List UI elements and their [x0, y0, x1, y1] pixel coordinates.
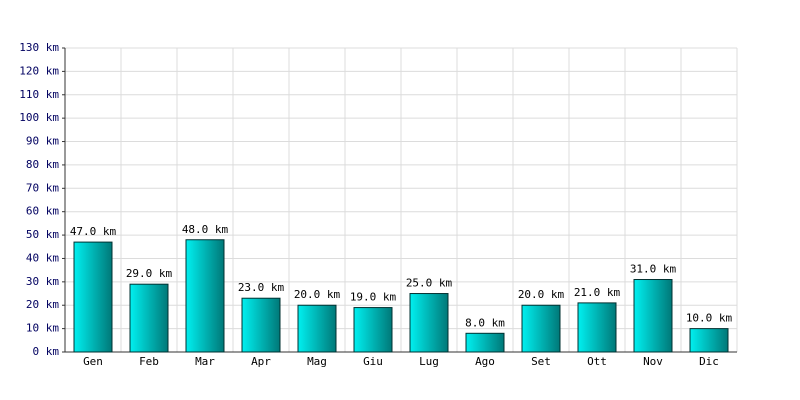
y-tick-label: 60 km	[26, 205, 59, 218]
y-tick-label: 80 km	[26, 158, 59, 171]
bar	[353, 307, 393, 353]
value-label: 47.0 km	[70, 225, 117, 238]
bar	[465, 332, 505, 353]
y-tick-label: 30 km	[26, 275, 59, 288]
x-tick-label: Ott	[587, 355, 607, 368]
value-label: 29.0 km	[126, 267, 173, 280]
value-label: 23.0 km	[238, 281, 285, 294]
value-label: 20.0 km	[518, 288, 565, 301]
y-tick-label: 40 km	[26, 251, 59, 264]
x-tick-label: Gen	[83, 355, 103, 368]
bar	[633, 279, 673, 353]
value-label: 48.0 km	[182, 223, 229, 236]
y-tick-label: 130 km	[19, 41, 59, 54]
bar	[689, 328, 729, 353]
bar	[241, 297, 281, 353]
bar	[73, 241, 113, 353]
y-tick-label: 0 km	[33, 345, 60, 358]
x-tick-label: Feb	[139, 355, 159, 368]
value-label: 20.0 km	[294, 288, 341, 301]
y-tick-label: 20 km	[26, 298, 59, 311]
x-tick-label: Dic	[699, 355, 719, 368]
y-tick-label: 110 km	[19, 88, 59, 101]
y-tick-label: 90 km	[26, 135, 59, 148]
x-tick-label: Nov	[643, 355, 663, 368]
bar	[129, 283, 169, 353]
bar	[185, 239, 225, 353]
bar	[297, 304, 337, 353]
x-tick-label: Mar	[195, 355, 215, 368]
value-label: 10.0 km	[686, 312, 733, 325]
value-label: 25.0 km	[406, 277, 453, 290]
y-tick-label: 120 km	[19, 64, 59, 77]
value-label: 19.0 km	[350, 291, 397, 304]
y-tick-label: 100 km	[19, 111, 59, 124]
x-tick-label: Set	[531, 355, 551, 368]
x-tick-label: Giu	[363, 355, 383, 368]
value-label: 8.0 km	[465, 316, 505, 329]
bar	[577, 302, 617, 353]
x-tick-label: Mag	[307, 355, 327, 368]
y-tick-label: 50 km	[26, 228, 59, 241]
y-tick-label: 10 km	[26, 322, 59, 335]
bar	[521, 304, 561, 353]
value-label: 21.0 km	[574, 286, 621, 299]
bar	[409, 293, 449, 353]
x-tick-label: Apr	[251, 355, 271, 368]
x-tick-label: Ago	[475, 355, 495, 368]
y-tick-label: 70 km	[26, 181, 59, 194]
x-tick-label: Lug	[419, 355, 439, 368]
value-label: 31.0 km	[630, 263, 677, 276]
